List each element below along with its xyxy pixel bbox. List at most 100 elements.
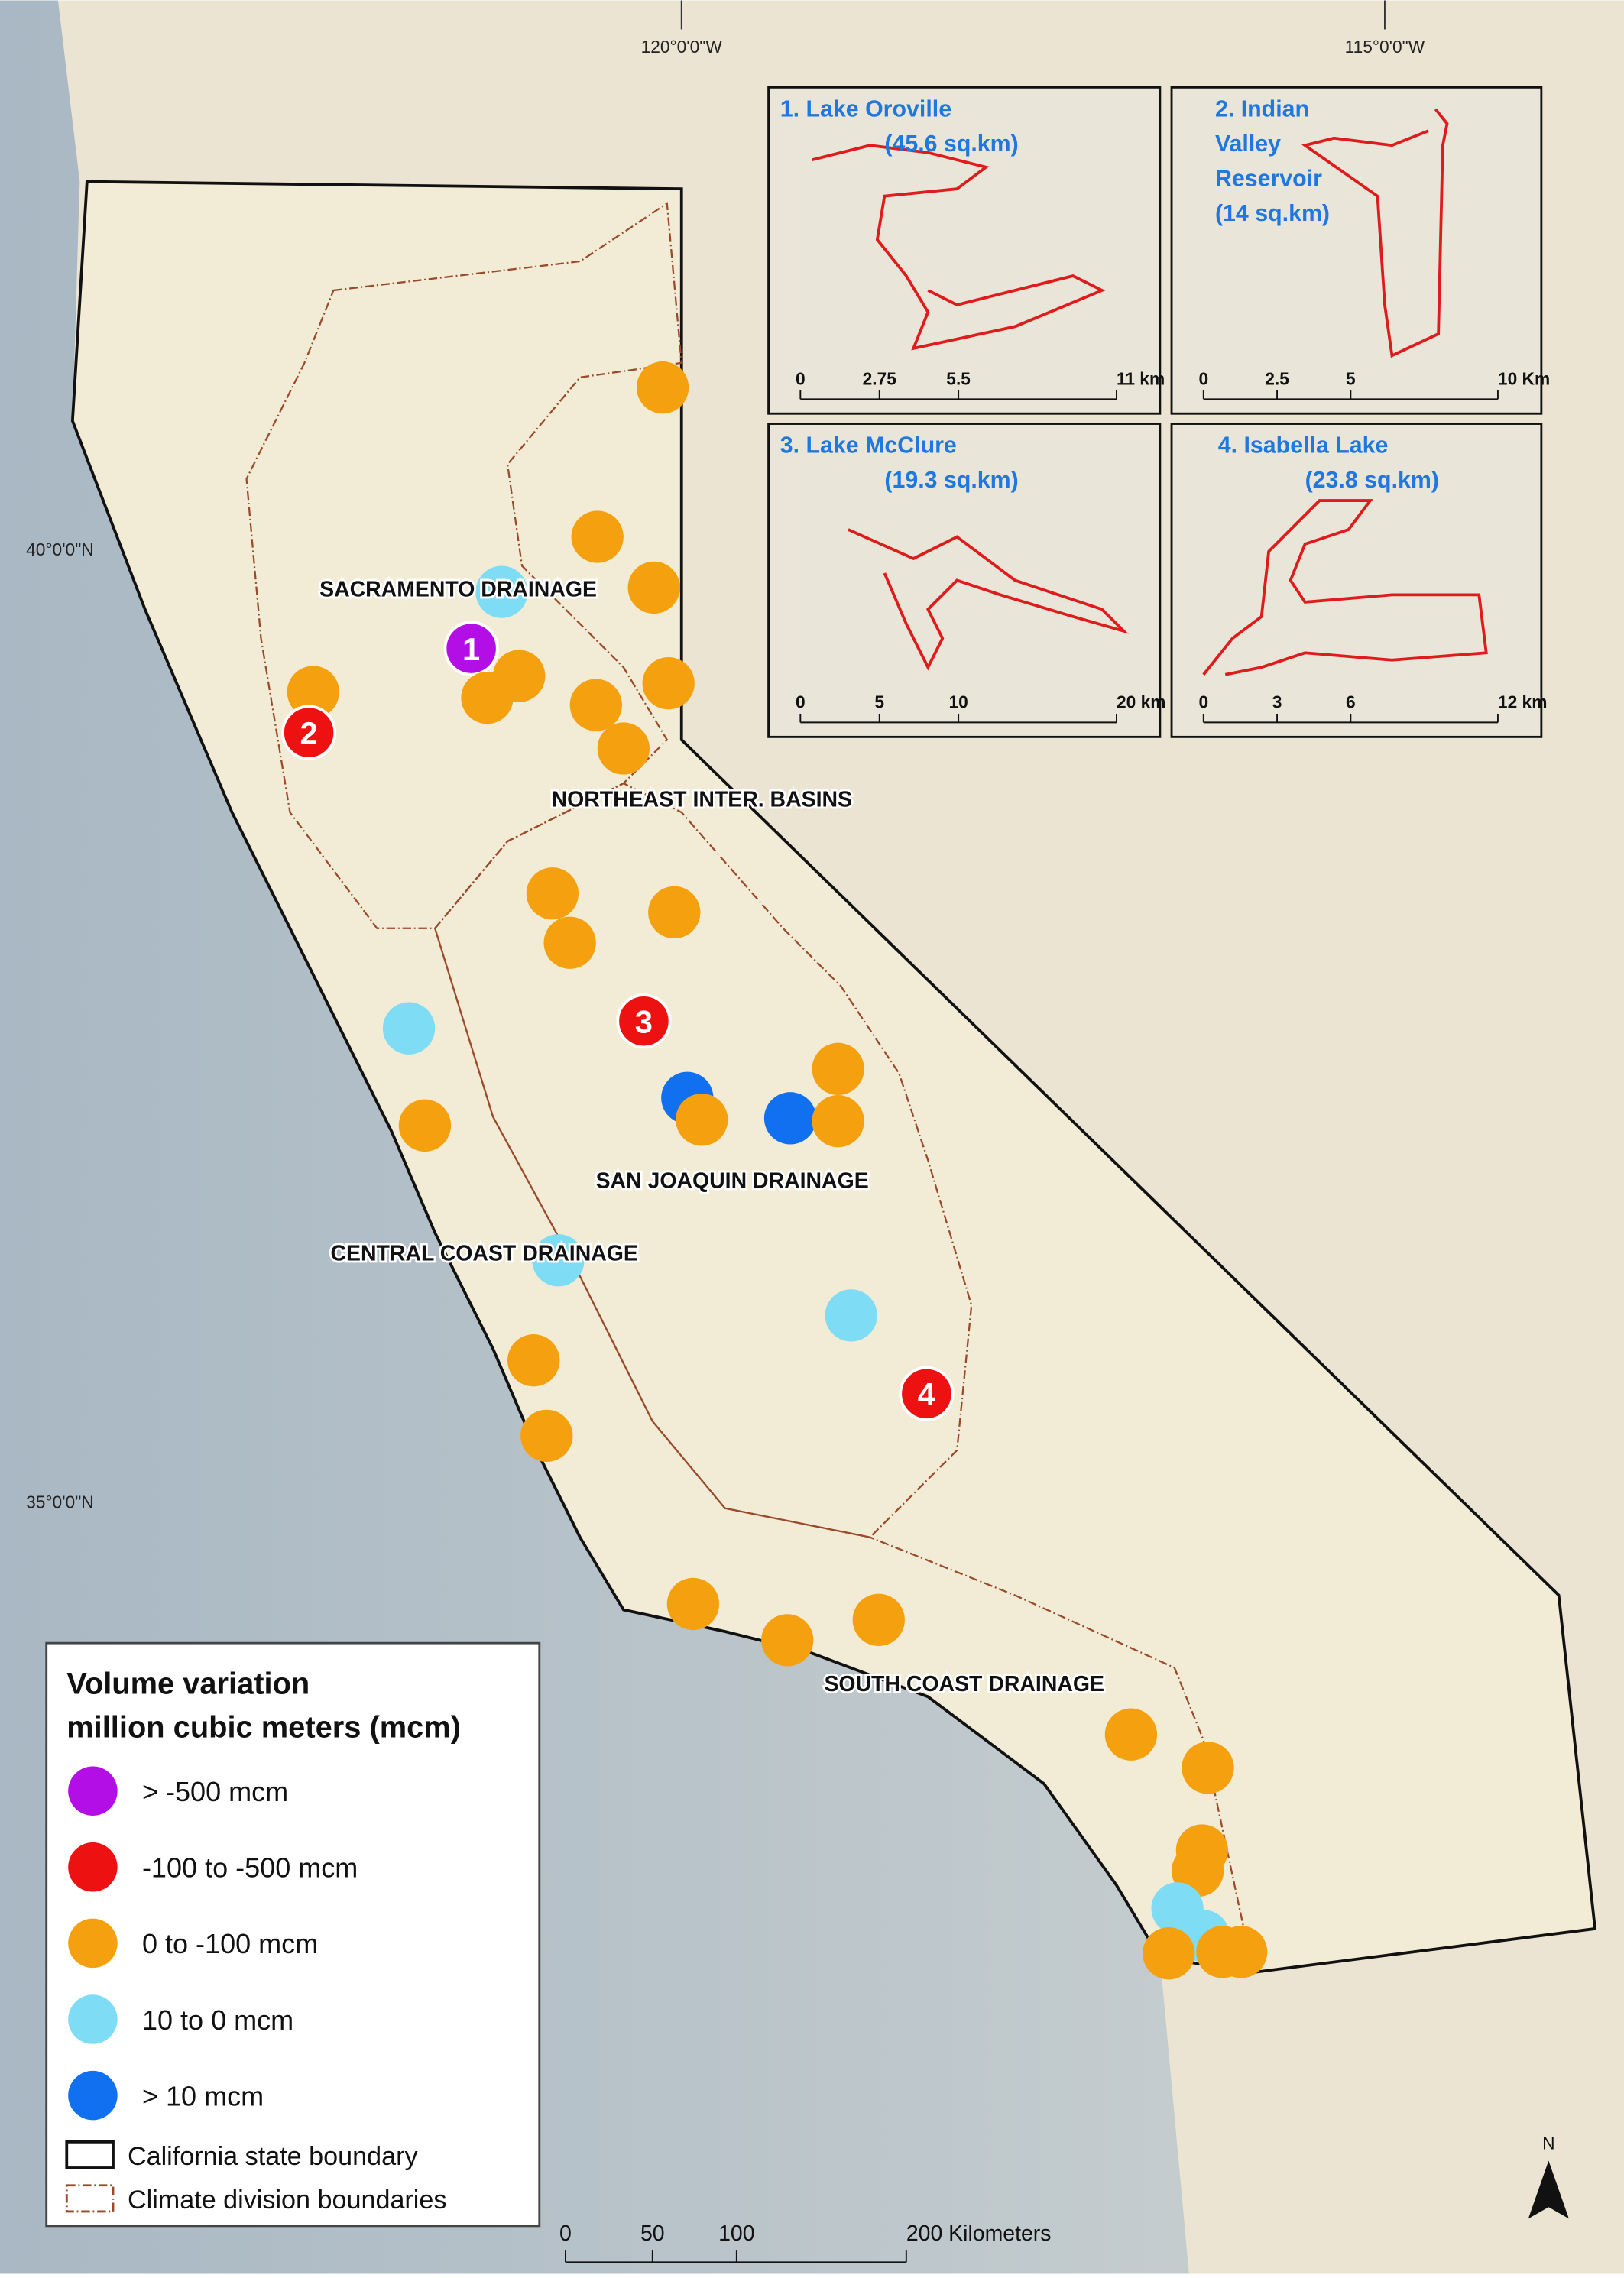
site-marker (532, 1234, 585, 1287)
legend: Volume variation million cubic meters (mc… (45, 1641, 541, 2228)
graticule: 120°0'0"W 115°0'0"W 40°0'0"N 35°0'0"N (26, 0, 1425, 1512)
inset-title: 4. Isabella Lake (1218, 433, 1389, 458)
region-label: CENTRAL COAST DRAINAGE (331, 1241, 638, 1265)
site-marker (636, 361, 689, 414)
inset-scale-label: 5 (874, 692, 884, 711)
reservoir-outline (848, 528, 1129, 671)
region-label: SAN JOAQUIN DRAINAGE (596, 1168, 869, 1193)
graticule-label: 35°0'0"N (26, 1492, 94, 1512)
inset-frame (767, 86, 1162, 415)
site-label: 1 (462, 631, 480, 667)
inset-scale-label: 2.75 (863, 368, 897, 388)
site-marker (382, 1002, 436, 1055)
site-marker (812, 1094, 864, 1148)
legend-boundary-label: Climate division boundaries (128, 2186, 447, 2215)
legend-boundary-swatch (65, 2184, 115, 2213)
legend-label: > 10 mcm (142, 2080, 264, 2111)
site-marker (526, 867, 579, 920)
region-labels: SACRAMENTO DRAINAGE NORTHEAST INTER. BASI… (317, 575, 1107, 1698)
inset-title: (14 sq.km) (1215, 201, 1330, 226)
site-label: 2 (300, 715, 318, 751)
site-marker (398, 1099, 452, 1152)
inset-scale-label: 0 (1198, 368, 1208, 388)
site-marker (543, 916, 596, 969)
graticule-label: 40°0'0"N (26, 540, 94, 559)
region-label: SACRAMENTO DRAINAGE (319, 577, 597, 601)
inset-scale-label: 10 Km (1498, 368, 1550, 388)
reservoir-outline (1301, 108, 1449, 358)
inset-scale-label: 10 (948, 692, 968, 711)
legend-title: million cubic meters (mcm) (66, 1710, 461, 1744)
inset-scale-label: 0 (796, 692, 806, 711)
region-label: SOUTH COAST DRAINAGE (824, 1672, 1104, 1696)
inset-scale-label: 5.5 (946, 368, 971, 388)
site-marker (569, 679, 622, 731)
north-label: N (1542, 2133, 1554, 2153)
site-marker (616, 993, 672, 1049)
legend-swatch (68, 1918, 118, 1969)
site-marker (1104, 1708, 1158, 1761)
scale-label: 100 (718, 2221, 754, 2246)
site-label: 3 (635, 1003, 653, 1039)
site-marker (648, 886, 701, 939)
site-marker (676, 1094, 728, 1146)
graticule-label: 115°0'0"W (1345, 37, 1425, 57)
inset-title: 3. Lake McClure (780, 433, 957, 458)
legend-swatch (68, 2070, 118, 2121)
insets: 1. Lake Oroville (45.6 sq.km) 0 2.75 5.5 11 k… (767, 86, 1550, 738)
site-marker (461, 671, 514, 724)
site-marker (597, 722, 650, 775)
site-marker (899, 1366, 955, 1421)
site-marker (825, 1289, 877, 1342)
inset-scale-label: 6 (1346, 692, 1356, 711)
inset-scale-label: 2.5 (1265, 368, 1289, 388)
site-marker (852, 1593, 905, 1646)
inset-title: Reservoir (1215, 166, 1322, 191)
legend-frame (45, 1641, 541, 2228)
inset-title: (23.8 sq.km) (1305, 468, 1439, 493)
site-marker (627, 561, 680, 614)
site-marker (666, 1577, 720, 1631)
legend-swatch (68, 1842, 118, 1892)
inset-scale-label: 0 (1198, 692, 1208, 711)
site-marker (507, 1334, 560, 1387)
site-marker (1214, 1926, 1268, 1978)
inset-title: 1. Lake Oroville (780, 96, 951, 122)
inset-scale-label: 0 (796, 368, 806, 388)
scale-label: 200 Kilometers (906, 2221, 1052, 2246)
inset-title: (19.3 sq.km) (884, 468, 1018, 493)
reservoir-outline (1202, 499, 1488, 676)
site-label: 4 (918, 1376, 935, 1412)
inset-frame (1170, 423, 1543, 738)
legend-label: 0 to -100 mcm (142, 1928, 318, 1959)
graticule-label: 120°0'0"W (641, 37, 723, 57)
inset-scale-label: 12 km (1498, 692, 1548, 711)
inset-scale-label: 5 (1346, 368, 1356, 388)
inset-scale-label: 3 (1272, 692, 1282, 711)
site-marker (812, 1042, 864, 1095)
legend-label: > -500 mcm (142, 1776, 288, 1807)
legend-swatch (68, 1766, 118, 1816)
inset-title: 2. Indian (1215, 96, 1309, 122)
scale-bar: 0 50 100 200 Kilometers N (559, 2133, 1569, 2263)
site-marker (443, 621, 499, 676)
site-marker (763, 1092, 817, 1145)
site-marker (281, 705, 337, 760)
scale-label: 0 (559, 2221, 572, 2246)
site-marker (287, 666, 339, 718)
site-marker (475, 565, 528, 618)
inset-frame (767, 423, 1162, 738)
reservoir-outline (812, 144, 1106, 351)
inset-title: Valley (1215, 131, 1281, 157)
site-marker (520, 1409, 573, 1462)
legend-label: -100 to -500 mcm (142, 1852, 358, 1884)
legend-title: Volume variation (66, 1667, 310, 1701)
legend-boundary-label: California state boundary (128, 2142, 418, 2171)
legend-swatch (68, 1994, 118, 2044)
scale-label: 50 (640, 2221, 665, 2246)
legend-label: 10 to 0 mcm (142, 2004, 293, 2036)
north-arrow (1528, 2160, 1569, 2219)
legend-boundary-swatch (65, 2140, 115, 2169)
